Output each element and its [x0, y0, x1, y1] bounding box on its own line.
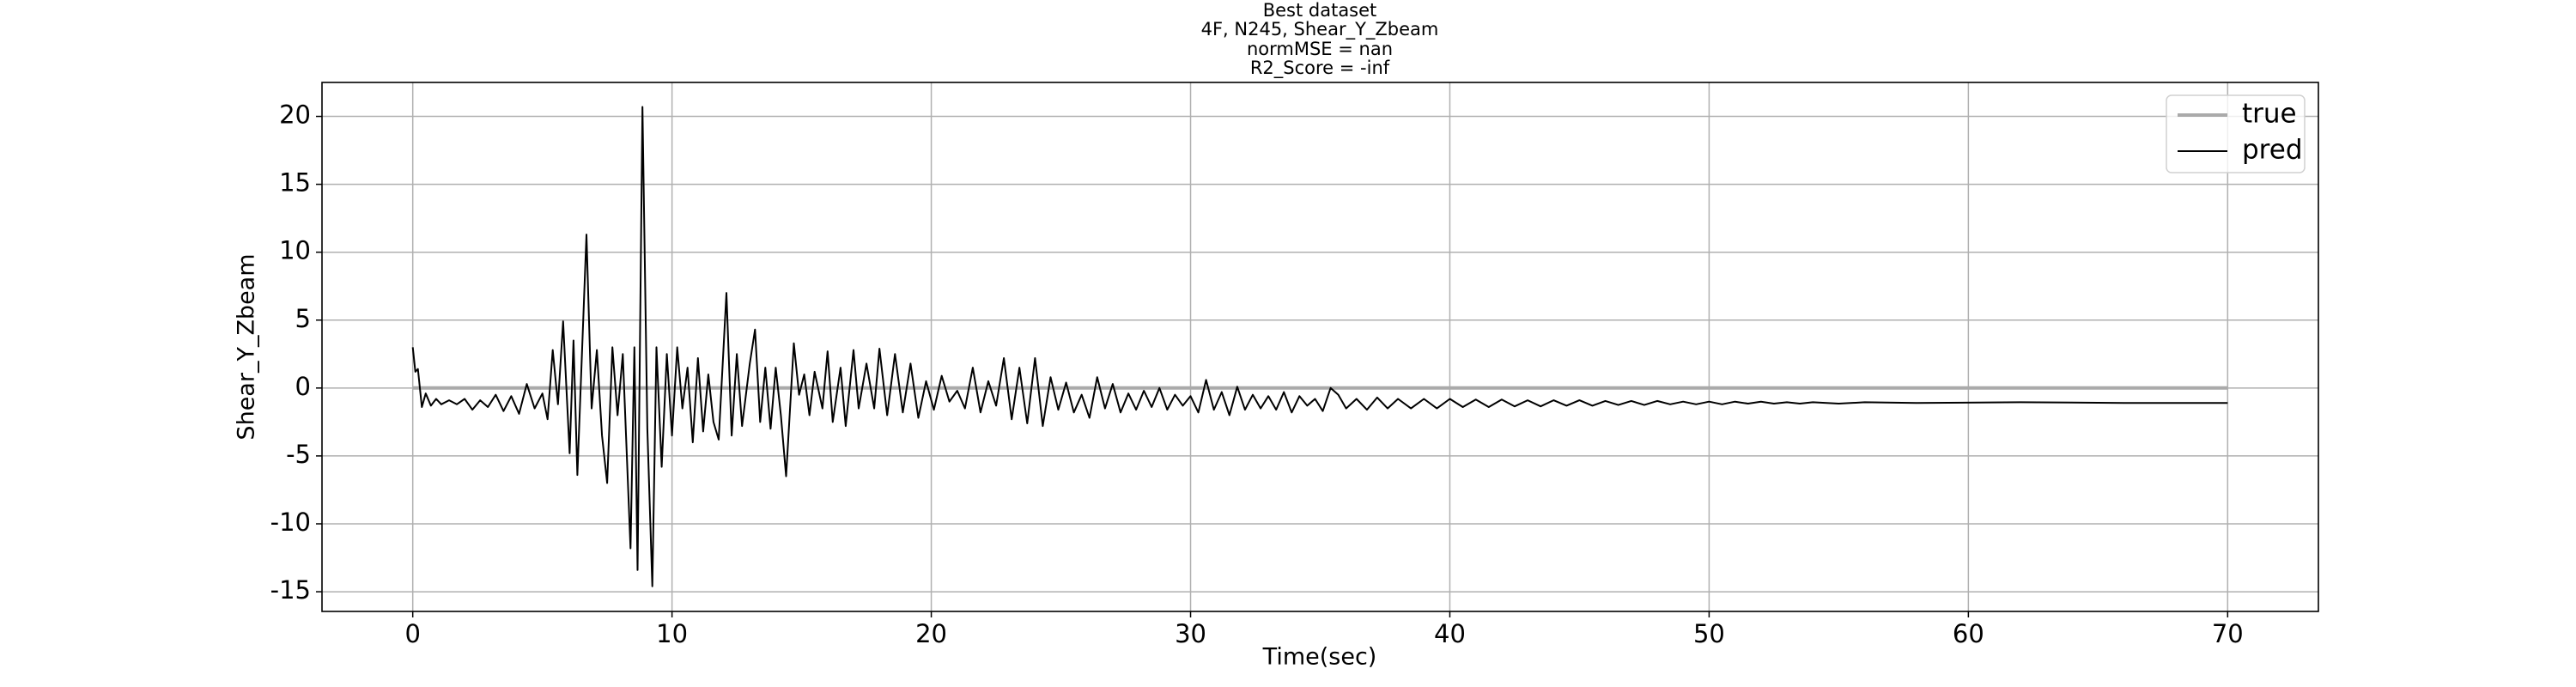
legend-label: pred: [2242, 135, 2303, 166]
x-tick-label: 70: [2212, 619, 2244, 648]
y-tick-label: 15: [279, 168, 311, 198]
y-axis-label: Shear_Y_Zbeam: [234, 253, 260, 440]
y-tick-label: 0: [295, 372, 311, 401]
y-tick-label: -10: [270, 508, 311, 537]
x-tick-label: 20: [915, 619, 947, 648]
chart-title: 4F, N245, Shear_Y_Zbeam: [1201, 19, 1439, 40]
legend-label: true: [2242, 99, 2297, 130]
y-tick-label: 10: [279, 236, 311, 265]
x-tick-label: 30: [1175, 619, 1206, 648]
y-tick-label: 5: [295, 304, 311, 333]
y-tick-label: -5: [286, 440, 311, 469]
chart-title: R2_Score = -inf: [1250, 58, 1390, 79]
x-axis-label: Time(sec): [1262, 644, 1377, 671]
x-tick-label: 10: [656, 619, 688, 648]
x-tick-label: 50: [1693, 619, 1725, 648]
x-tick-label: 40: [1434, 619, 1466, 648]
line-pred: [411, 106, 2228, 587]
plot-frame: [321, 82, 2319, 612]
y-tick-label: 20: [279, 100, 311, 130]
y-tick-label: -15: [270, 575, 311, 605]
x-tick-label: 0: [404, 619, 420, 648]
chart-title: normMSE = nan: [1247, 39, 1393, 59]
chart-title: Best dataset: [1263, 0, 1377, 21]
x-tick-label: 60: [1953, 619, 1984, 648]
